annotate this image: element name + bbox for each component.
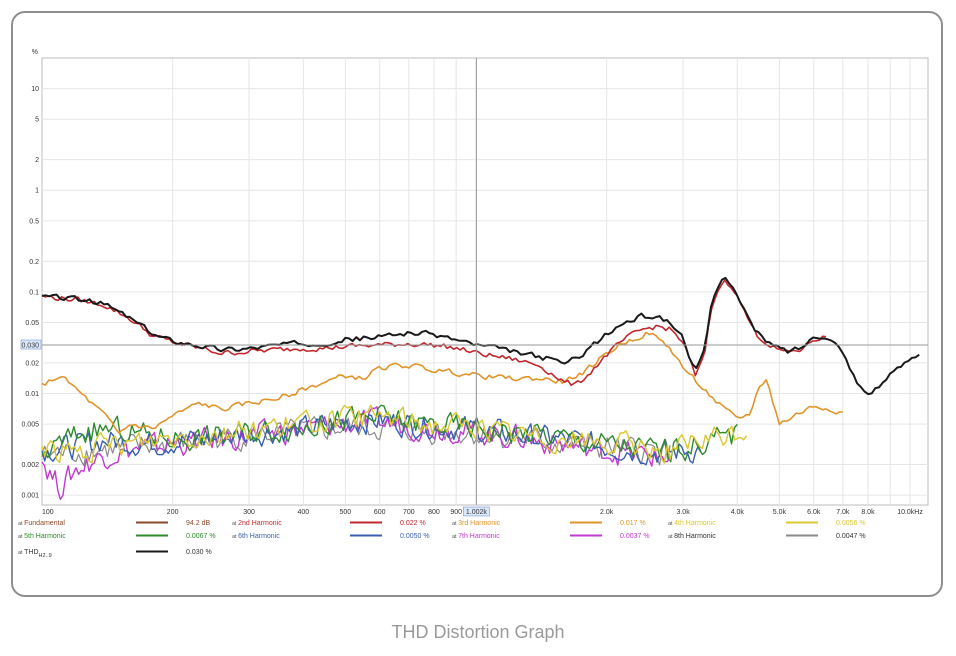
legend-value-7th-harmonic: 0.0037 % [620,533,650,540]
series-line-4th-harmonic [41,404,748,464]
legend-label-6th-harmonic: at 6th Harmonic [232,533,280,540]
y-tick-label: 0.02 [25,360,39,367]
x-tick-label: 100 [42,509,54,516]
legend-value-fundamental: 94.2 dB [186,520,210,527]
x-tick-label: 200 [167,509,179,516]
legend-value-3rd-harmonic: 0.017 % [620,520,646,527]
y-tick-label: 5 [35,117,39,124]
legend-label-3rd-harmonic: at 3rd Harmonic [452,520,501,527]
x-tick-label: 8.0k [861,509,875,516]
legend-label-fundamental: at Fundamental [18,520,65,527]
x-tick-label: 3.0k [676,509,690,516]
legend-value-6th-harmonic: 0.0050 % [400,533,430,540]
legend-label-5th-harmonic: at 5th Harmonic [18,533,66,540]
y-tick-label: 0.1 [29,289,39,296]
x-tick-label: 5.0k [773,509,787,516]
y-tick-label: 10 [31,86,39,93]
x-tick-label: 6.0k [807,509,821,516]
x-tick-label: 7.0k [836,509,850,516]
x-tick-label: 600 [374,509,386,516]
series-line-7th-harmonic [41,406,671,500]
x-tick-label: 500 [340,509,352,516]
y-tick-label: 0.2 [29,259,39,266]
x-tick-label: 4.0k [731,509,745,516]
x-tick-label: 700 [403,509,415,516]
y-tick-label: 0.002 [21,462,39,469]
cursor-y-readout-box [20,339,42,350]
legend-label-8th-harmonic: at 8th Harmonic [668,533,716,540]
thd-chart: % 10 5 2 1 0.5 0.2 0.1 0.05 0.02 0.01 0.005 0.002 0.0… [18,49,929,559]
cursor-x-readout-box [463,506,490,517]
legend-value-5th-harmonic: 0.0067 % [186,533,216,540]
cursor-y-readout: 0.030 [21,343,39,350]
legend-value-8th-harmonic: 0.0047 % [836,533,866,540]
y-tick-label: 0.005 [21,422,39,429]
cursor-x-readout: 1.002k [466,509,488,516]
legend-label-thd: at THDH2..9 [18,549,52,559]
series-line-3rd-harmonic [41,331,843,434]
y-tick-label: 0.05 [25,320,39,327]
legend-label-2nd-harmonic: at 2nd Harmonic [232,520,282,527]
x-tick-label: 2.0k [600,509,614,516]
x-tick-label: 900 [450,509,462,516]
x-tick-label: 400 [297,509,309,516]
y-axis-unit-label: % [32,49,38,56]
series-line-6th-harmonic [41,411,702,466]
x-tick-label: 10.0kHz [897,509,923,516]
series-line-2nd-harmonic [41,279,826,386]
x-tick-label: 300 [243,509,255,516]
chart-caption: THD Distortion Graph [391,622,565,642]
legend-label-4th-harmonic: at 4th Harmonic [668,520,716,527]
y-tick-label: 2 [35,157,39,164]
y-tick-label: 0.001 [21,493,39,500]
y-tick-label: 0.01 [25,391,39,398]
x-tick-label: 800 [428,509,440,516]
legend-label-7th-harmonic: at 7th Harmonic [452,533,500,540]
legend-value-thd: 0.030 % [186,549,212,556]
y-tick-label: 1 [35,188,39,195]
y-tick-label: 0.5 [29,218,39,225]
legend-value-2nd-harmonic: 0.022 % [400,520,426,527]
legend-value-4th-harmonic: 0.0056 % [836,520,866,527]
